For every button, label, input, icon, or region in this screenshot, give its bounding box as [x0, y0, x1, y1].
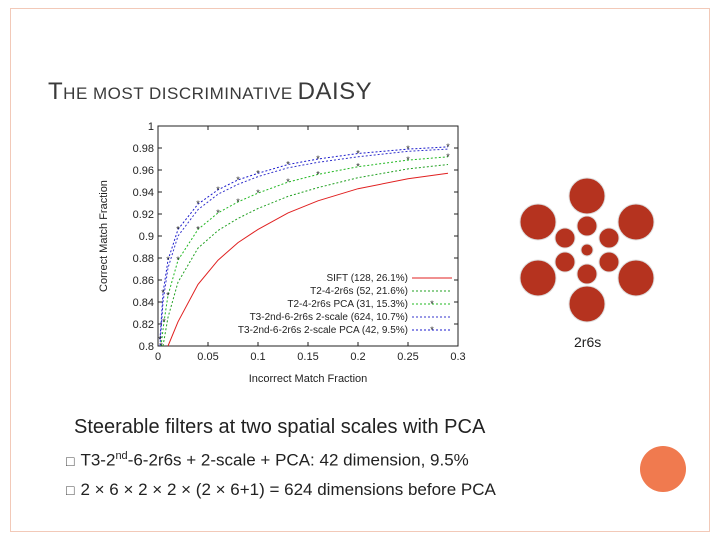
series-line	[160, 156, 449, 347]
sub-bullet-1: □ T3-2nd-6-2r6s + 2-scale + PCA: 42 dimen…	[66, 450, 469, 471]
daisy-pattern-figure	[519, 177, 655, 323]
daisy-outer-circle	[519, 203, 557, 241]
daisy-outer-circle	[617, 203, 655, 241]
daisy-inner-circle	[576, 215, 598, 237]
series-point: *	[286, 177, 290, 187]
title-middle: HE MOST DISCRIMINATIVE	[63, 84, 293, 103]
daisy-center-circle	[580, 243, 594, 257]
series-point: *	[236, 197, 240, 207]
daisy-outer-circle	[568, 177, 606, 215]
daisy-inner-circle	[598, 227, 620, 249]
legend-entry: SIFT (128, 26.1%)	[326, 273, 408, 284]
series-point: *	[159, 341, 163, 351]
daisy-inner-circle	[554, 227, 576, 249]
sub1-prefix: T3-2	[80, 450, 116, 470]
series-point: *	[161, 288, 165, 298]
sub1-sup: nd	[115, 450, 128, 462]
daisy-inner-circle	[598, 251, 620, 273]
series-point: *	[236, 175, 240, 185]
y-tick-label: 0.84	[133, 297, 154, 309]
bullet-main: Steerable filters at two spatial scales …	[48, 416, 485, 439]
series-point: *	[286, 160, 290, 170]
square-bullet-icon: □	[66, 482, 75, 498]
legend-entry: T2-4-2r6s PCA (31, 15.3%)	[287, 299, 408, 310]
slide-title: THE MOST DISCRIMINATIVE DAISY	[48, 78, 372, 106]
series-point: *	[176, 224, 180, 234]
x-tick-label: 0.1	[250, 351, 265, 363]
y-tick-label: 0.8	[139, 341, 154, 353]
roc-chart: 0.8 0.82 0.84 0.86 0.88 0.9 0.92 0.94 0.96 0.98 1 0…	[98, 121, 466, 385]
x-tick-label: 0.3	[450, 351, 465, 363]
series-line	[167, 172, 449, 347]
daisy-inner-circle	[576, 263, 598, 285]
series-point: *	[166, 290, 170, 300]
daisy-outer-circle	[568, 285, 606, 323]
y-tick-label: 0.9	[139, 231, 154, 243]
legend-entry: T3-2nd-6-2r6s 2-scale (624, 10.7%)	[250, 312, 408, 323]
title-last-word: DAISY	[297, 78, 373, 105]
series-point: *	[356, 149, 360, 159]
series-point: *	[406, 155, 410, 165]
series-point: *	[216, 208, 220, 218]
y-tick-label: 0.88	[133, 253, 154, 265]
y-tick-label: 0.82	[133, 319, 154, 331]
legend-entry: T3-2nd-6-2r6s 2-scale PCA (42, 9.5%)	[238, 325, 408, 336]
x-tick-label: 0.05	[197, 351, 218, 363]
y-tick-label: 1	[148, 121, 154, 133]
y-tick-label: 0.96	[133, 165, 154, 177]
series-point: *	[406, 144, 410, 154]
series-point: *	[316, 154, 320, 164]
series-point: *	[196, 199, 200, 209]
series-point: *	[158, 334, 162, 344]
series-line	[159, 148, 449, 347]
y-tick-label: 0.92	[133, 209, 154, 221]
series-point: *	[256, 168, 260, 178]
legend-marker: *	[430, 325, 434, 335]
sub2-text: 2 × 6 × 2 × 2 × (2 × 6+1) = 624 dimensio…	[80, 480, 496, 499]
y-tick-label: 0.86	[133, 275, 154, 287]
daisy-outer-circle	[617, 259, 655, 297]
decorative-circle	[640, 446, 686, 492]
bullet-main-text: Steerable filters at two spatial scales …	[74, 416, 486, 438]
x-tick-label: 0	[155, 351, 161, 363]
series-point: *	[162, 317, 166, 327]
series-point: *	[256, 188, 260, 198]
series-point: *	[166, 255, 170, 265]
x-tick-label: 0.25	[397, 351, 418, 363]
square-bullet-icon: □	[66, 452, 75, 469]
slide-frame	[10, 8, 710, 532]
x-tick-label: 0.15	[297, 351, 318, 363]
legend-marker: *	[430, 299, 434, 309]
y-axis-label: Correct Match Fraction	[98, 180, 110, 292]
series-point: *	[176, 255, 180, 265]
x-axis-label: Incorrect Match Fraction	[249, 373, 368, 385]
series-point: *	[196, 224, 200, 234]
x-tick-label: 0.2	[350, 351, 365, 363]
daisy-outer-circle	[519, 259, 557, 297]
series-point: *	[316, 169, 320, 179]
sub-bullet-2: □ 2 × 6 × 2 × 2 × (2 × 6+1) = 624 dimensi…	[66, 480, 496, 500]
y-tick-label: 0.94	[133, 187, 154, 199]
title-first-letter: T	[48, 78, 64, 105]
daisy-inner-circle	[554, 251, 576, 273]
series-point: *	[216, 185, 220, 195]
daisy-label: 2r6s	[574, 334, 602, 350]
sub1-suffix: -6-2r6s + 2-scale + PCA: 42 dimension, 9…	[127, 450, 469, 470]
series-point: *	[446, 142, 450, 152]
legend-entry: T2-4-2r6s (52, 21.6%)	[310, 286, 408, 297]
series-point: *	[356, 162, 360, 172]
y-tick-label: 0.98	[133, 143, 154, 155]
series-point: *	[446, 152, 450, 162]
